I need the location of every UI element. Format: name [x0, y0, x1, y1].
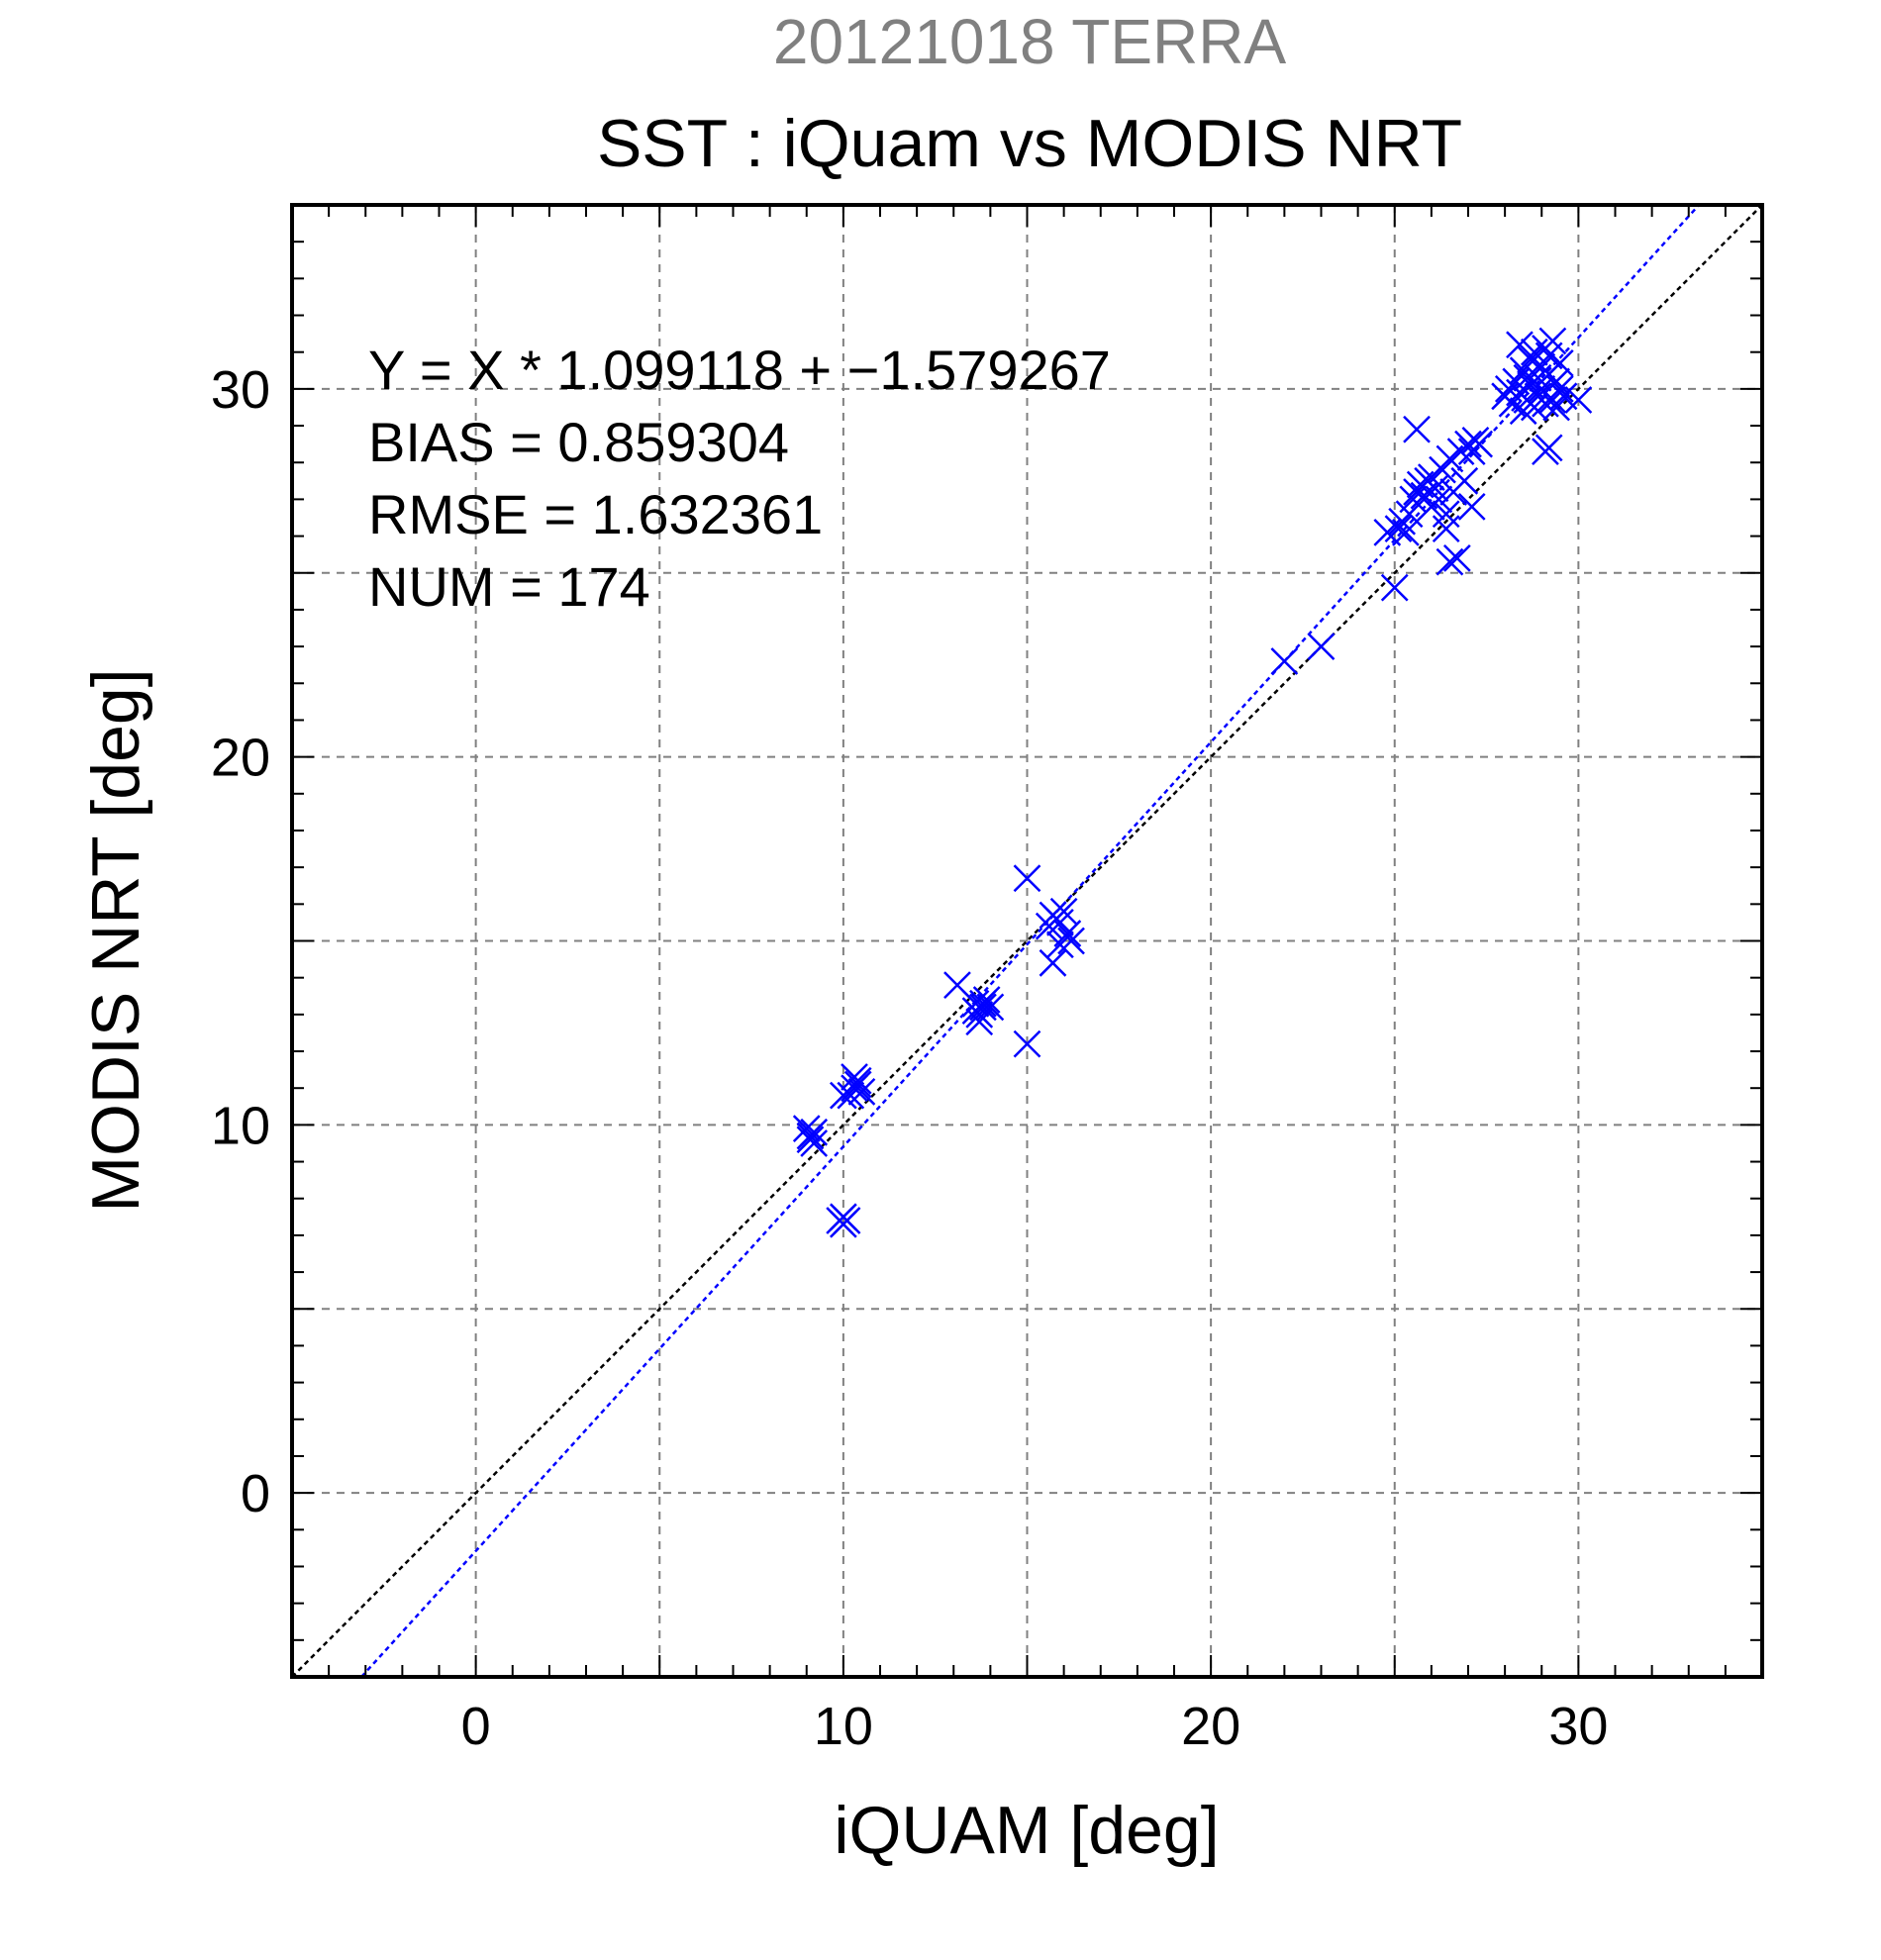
y-tick-label: 10	[211, 1096, 270, 1155]
y-tick-label: 30	[211, 360, 270, 420]
data-point	[837, 1081, 865, 1110]
data-point	[1399, 485, 1428, 514]
data-point	[1013, 864, 1041, 893]
data-point	[1520, 393, 1548, 422]
data-point	[1057, 927, 1085, 955]
data-point	[961, 997, 990, 1026]
data-point	[792, 1115, 821, 1142]
data-point	[1465, 430, 1494, 458]
data-point	[1049, 897, 1078, 926]
data-point	[1454, 430, 1482, 458]
chart-title: SST : iQuam vs MODIS NRT	[597, 106, 1462, 181]
grid-lines	[292, 205, 1762, 1677]
data-point	[1384, 515, 1413, 543]
rmse-value: RMSE = 1.632361	[368, 483, 823, 545]
data-point	[1534, 434, 1563, 462]
x-axis-label: iQUAM [deg]	[834, 1793, 1219, 1868]
x-tick-label: 0	[461, 1697, 491, 1756]
data-point	[796, 1122, 825, 1150]
y-axis-label: MODIS NRT [deg]	[78, 668, 153, 1212]
data-point	[1538, 327, 1567, 355]
data-point	[1270, 647, 1299, 675]
data-point	[1403, 415, 1431, 443]
data-point	[1564, 386, 1593, 414]
data-point	[1432, 500, 1460, 529]
data-point	[1442, 543, 1471, 572]
plot-frame	[290, 203, 1764, 1679]
data-point	[1545, 348, 1574, 377]
data-point	[965, 1008, 994, 1036]
chart-supertitle: 20121018 TERRA	[773, 6, 1287, 77]
data-point	[1432, 515, 1460, 543]
data-point	[1380, 573, 1409, 602]
data-point	[800, 1129, 829, 1157]
reference-lines	[292, 205, 1762, 1677]
x-tick-label: 30	[1548, 1697, 1608, 1756]
data-point	[1457, 492, 1486, 521]
data-point	[1506, 331, 1534, 359]
stats-annotation: Y = X * 1.099118 + −1.579267 BIAS = 0.85…	[368, 339, 1111, 618]
tick-labels: 0 10 20 30 0 10 20 30	[211, 360, 1608, 1756]
data-point	[1436, 547, 1464, 576]
bias-value: BIAS = 0.859304	[368, 411, 789, 473]
num-value: NUM = 174	[368, 555, 650, 618]
data-point	[1425, 485, 1453, 514]
data-point	[1307, 633, 1336, 660]
x-tick-label: 20	[1181, 1697, 1240, 1756]
regression-line	[360, 205, 1701, 1677]
y-tick-label: 0	[241, 1464, 270, 1523]
data-point	[829, 1210, 857, 1238]
data-point	[1542, 367, 1570, 396]
data-point	[1013, 1029, 1041, 1058]
data-point	[1046, 909, 1074, 936]
data-point	[1450, 466, 1479, 495]
regression-equation: Y = X * 1.099118 + −1.579267	[368, 339, 1111, 401]
data-points	[792, 327, 1593, 1238]
data-point	[841, 1063, 868, 1091]
data-point	[847, 1078, 876, 1106]
x-tick-label: 10	[814, 1697, 873, 1756]
data-point	[1392, 518, 1420, 546]
data-point	[1545, 374, 1574, 403]
data-point	[1513, 363, 1541, 392]
data-point	[1039, 948, 1067, 977]
y-tick-label: 20	[211, 729, 270, 788]
data-point	[1421, 474, 1449, 503]
